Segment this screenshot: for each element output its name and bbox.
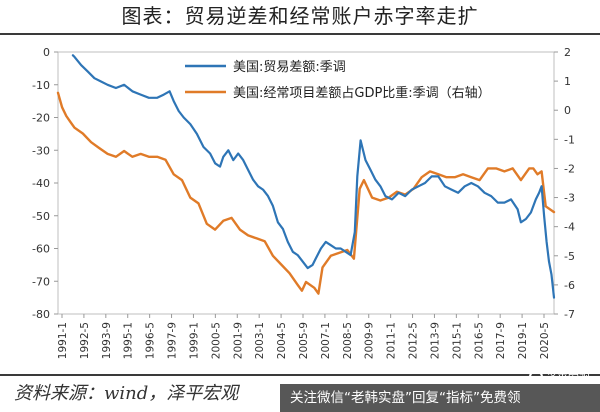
- y-right-tick-label: -7: [564, 308, 575, 321]
- source-note: 资料来源：wind，泽平宏观: [14, 383, 239, 404]
- footer-divider: [0, 374, 600, 376]
- brand-logo: 泽平宏观: [529, 370, 590, 385]
- y-right-tick-label: -5: [564, 250, 575, 263]
- title-divider: [0, 33, 600, 35]
- x-tick-label: 2012-5: [408, 322, 420, 359]
- y-right-tick-label: -6: [564, 279, 575, 292]
- y-left-tick-label: -40: [32, 177, 50, 190]
- x-tick-label: 2017-9: [495, 322, 507, 359]
- chart: 0 -10 -20 -30 -40 -50 -60 -70 -80 2 1 0 -1 -2 -3 -4 -5 -…: [32, 46, 575, 359]
- page-title: 图表：贸易逆差和经常账户赤字率走扩: [121, 4, 479, 28]
- x-tick-label: 2013-9: [429, 322, 441, 359]
- x-tick-label: 1995-1: [123, 322, 135, 359]
- x-tick-label: 1991-1: [57, 322, 69, 359]
- y-right-tick-label: 1: [564, 75, 571, 88]
- x-tick-label: 2000-5: [210, 322, 222, 359]
- x-tick-label: 2016-5: [473, 322, 485, 359]
- y-right-tick-label: 0: [564, 104, 571, 117]
- series-line-current-account: [56, 91, 556, 295]
- y-left-tick-label: -60: [32, 243, 50, 256]
- x-tick-label: 1999-1: [188, 322, 200, 359]
- legend-label-current-account: 美国:经常项目差额占GDP比重:季调（右轴）: [233, 85, 491, 101]
- y-left-tick-label: -30: [32, 144, 50, 157]
- y-left-tick-label: 0: [43, 46, 50, 59]
- x-tick-label: 2011-1: [386, 322, 398, 359]
- x-tick-label: 2008-5: [342, 322, 354, 359]
- x-tick-label: 2009-9: [364, 322, 376, 359]
- y-right-tick-label: -2: [564, 162, 575, 175]
- legend: 美国:贸易差额:季调 美国:经常项目差额占GDP比重:季调（右轴）: [185, 60, 491, 101]
- x-tick-label: 1996-5: [145, 322, 157, 359]
- x-tick-label: 2015-1: [451, 322, 463, 359]
- legend-label-trade: 美国:贸易差额:季调: [233, 60, 346, 75]
- y-left-tick-label: -70: [32, 275, 50, 288]
- y-right-tick-label: -1: [564, 133, 575, 146]
- y-right-tick-label: 2: [564, 46, 571, 59]
- y-right-tick-label: -4: [564, 221, 575, 234]
- y-left-tick-label: -80: [32, 308, 50, 321]
- y-left-tick-label: -50: [32, 210, 50, 223]
- x-tick-label: 1997-9: [167, 322, 179, 359]
- x-tick-label: 1993-9: [101, 322, 113, 359]
- y-right-tick-label: -3: [564, 192, 575, 205]
- x-tick-label: 2007-1: [320, 322, 332, 359]
- brand-logo-text: 泽平宏观: [546, 371, 590, 385]
- series-line-trade-balance: [71, 54, 556, 299]
- x-tick-label: 1992-5: [79, 322, 91, 359]
- x-tick-label: 2003-1: [254, 322, 266, 359]
- y-left-tick-label: -10: [32, 79, 50, 92]
- x-tick-label: 2019-1: [517, 322, 529, 359]
- wechat-overlay-banner[interactable]: 关注微信“老韩实盘”回复“指标”免费领: [280, 384, 600, 412]
- x-tick-label: 2004-5: [276, 322, 288, 359]
- x-tick-label: 2005-9: [298, 322, 310, 359]
- x-tick-label: 2020-5: [539, 322, 551, 359]
- x-tick-label: 2001-9: [232, 322, 244, 359]
- y-left-tick-label: -20: [32, 112, 50, 125]
